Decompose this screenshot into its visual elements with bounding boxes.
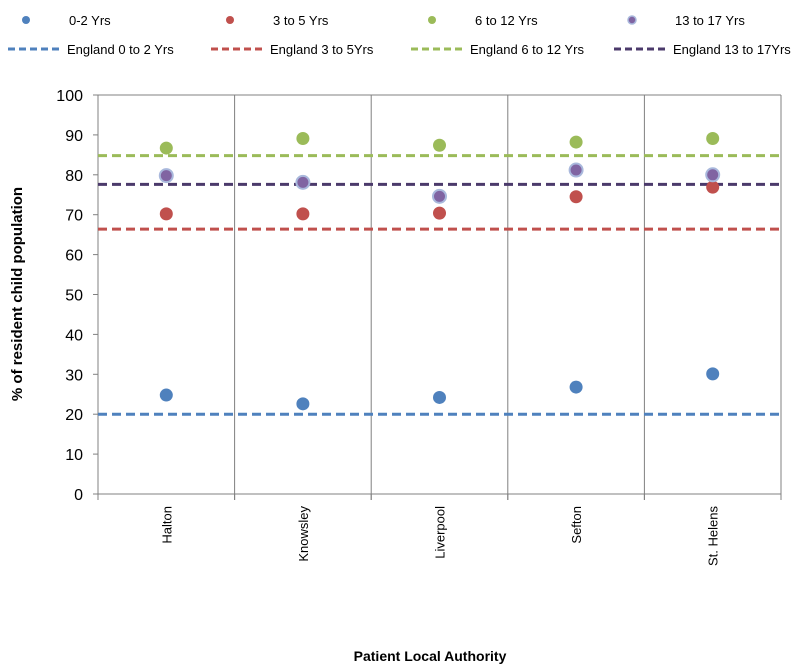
y-tick-label: 20 [65,407,83,424]
legend-label-3-to-5-yrs: 3 to 5 Yrs [273,13,329,28]
point-13-to-17-yrs-sefton [568,162,584,178]
point-13-to-17-yrs-halton [158,168,174,184]
x-tick-label-knowsley: Knowsley [296,506,311,562]
point-6-to-12-yrs-sefton [569,135,583,149]
y-tick-label: 40 [65,327,83,344]
point-3-to-5-yrs-knowsley [296,207,310,221]
legend-label-0-2-yrs: 0-2 Yrs [69,13,111,28]
point-3-to-5-yrs-halton [159,207,173,221]
legend-label-england-13-to-17yrs: England 13 to 17Yrs [673,42,791,57]
y-tick-label: 10 [65,447,83,464]
point-6-to-12-yrs-st-helens [706,131,720,145]
y-tick-label: 100 [56,88,83,105]
x-tick-label-sefton: Sefton [569,506,584,544]
y-tick-label: 80 [65,168,83,185]
y-tick-label: 70 [65,208,83,225]
legend-marker-13-to-17-yrs [627,15,637,25]
reference-lines [98,154,781,416]
y-tick-label: 30 [65,367,83,384]
y-tick-label: 90 [65,128,83,145]
data-points [158,131,721,411]
legend-label-england-6-to-12-yrs: England 6 to 12 Yrs [470,42,584,57]
point-6-to-12-yrs-liverpool [433,138,446,152]
point-13-to-17-yrs-liverpool [432,188,447,204]
point-6-to-12-yrs-halton [159,141,173,155]
x-tick-label-liverpool: Liverpool [433,506,448,559]
point-0-2-yrs-knowsley [296,397,310,411]
point-3-to-5-yrs-st-helens [706,180,720,194]
legend-label-13-to-17-yrs: 13 to 17 Yrs [675,13,745,28]
x-tick-label-st-helens: St. Helens [706,506,721,566]
legend-marker-6-to-12-yrs [428,16,436,24]
point-0-2-yrs-sefton [569,380,583,394]
legend-marker-0-2-yrs [22,16,30,24]
y-tick-label: 50 [65,288,83,305]
legend-marker-3-to-5-yrs [226,16,234,24]
y-axis-title: % of resident child population [9,187,26,401]
y-tick-label: 60 [65,248,83,265]
point-3-to-5-yrs-liverpool [433,206,446,220]
point-3-to-5-yrs-sefton [569,190,583,204]
y-tick-label: 0 [74,487,83,504]
point-0-2-yrs-halton [159,388,173,402]
point-0-2-yrs-liverpool [433,390,446,404]
grid [98,94,782,500]
legend-label-england-3-to-5yrs: England 3 to 5Yrs [270,42,374,57]
point-0-2-yrs-st-helens [706,367,720,381]
point-6-to-12-yrs-knowsley [296,131,310,145]
legend: 0-2 Yrs 3 to 5 Yrs 6 to 12 Yrs 13 to 17 Yrs… [8,13,791,57]
point-13-to-17-yrs-st-helens [705,167,721,183]
x-tick-label-halton: Halton [159,506,174,544]
legend-label-6-to-12-yrs: 6 to 12 Yrs [475,13,538,28]
axes: 0 10 20 30 40 50 60 70 80 90 100 Halton Knowsley Live… [56,88,782,566]
x-axis-title: Patient Local Authority [354,648,507,664]
legend-label-england-0-to-2-yrs: England 0 to 2 Yrs [67,42,174,57]
point-13-to-17-yrs-knowsley [295,174,311,190]
